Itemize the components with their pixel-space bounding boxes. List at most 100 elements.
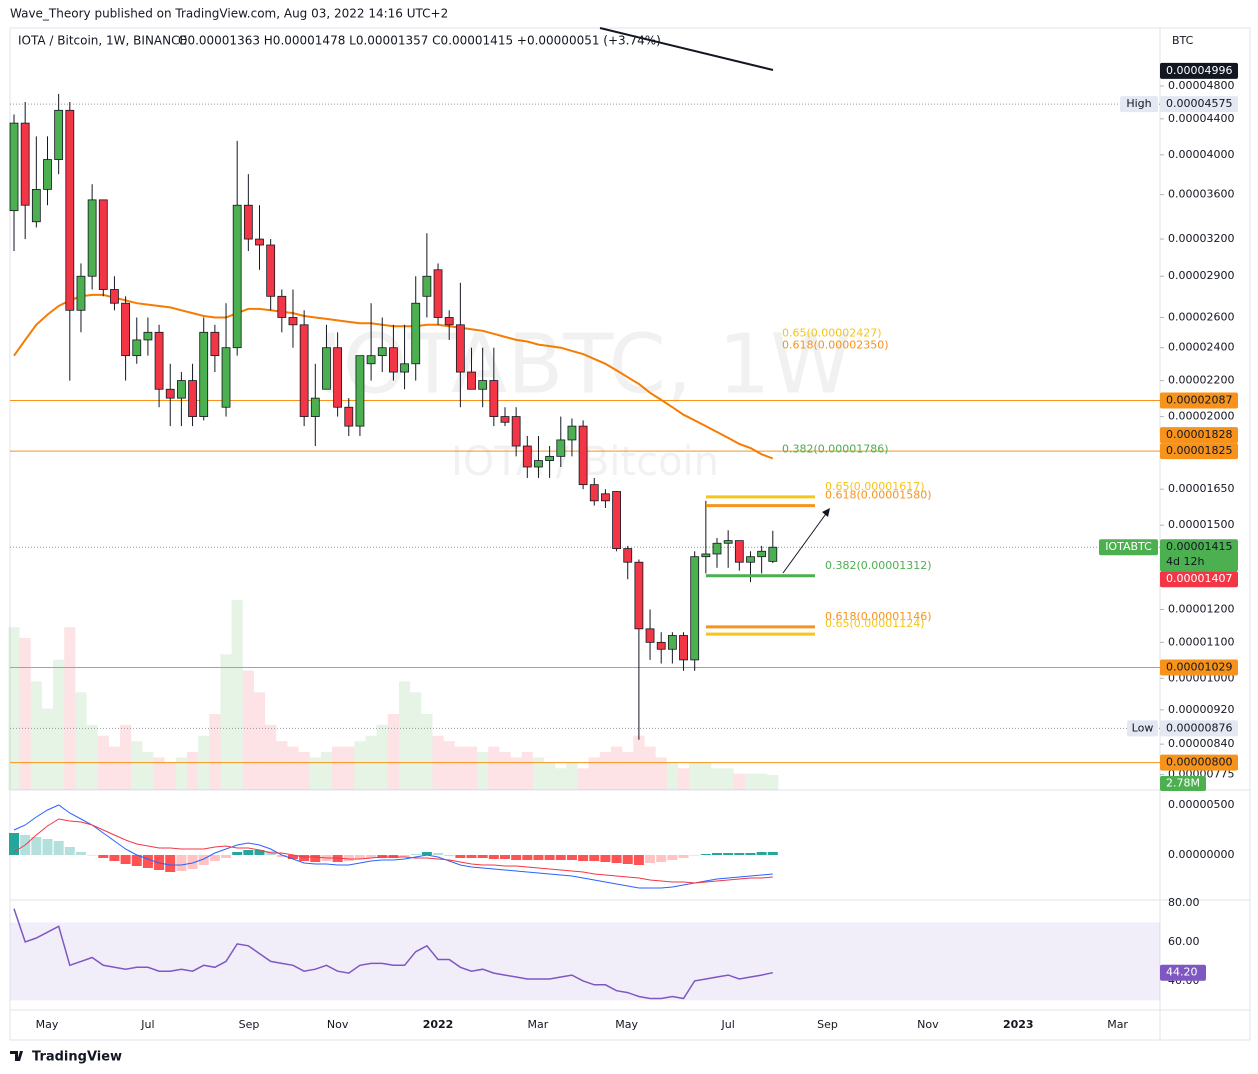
candle-body [110,289,119,304]
volume-bar [733,773,745,790]
candle-body [9,122,19,212]
level-label: 0.00001825 [1166,444,1232,457]
level-label: 0.00004996 [1166,64,1232,77]
rsi-label-box [1160,964,1206,981]
volume-bar [477,752,489,790]
candle-body [411,302,421,365]
candle-body [54,109,64,160]
candle-body [489,380,499,417]
level-tag-box [1127,720,1158,737]
signal-line [13,818,773,884]
y-tick-label: 0.00003200 [1168,232,1234,245]
macd-hist [243,850,254,855]
rsi-band [10,922,1160,1001]
candle-body [768,546,778,562]
fib-label: 0.618(0.00001146) [825,610,932,623]
footer-brand: TradingView [32,1050,122,1065]
candle-body [277,295,287,318]
candle-body [43,159,52,190]
y-tick-label: 0.00001200 [1168,602,1234,615]
volume-bar [30,681,42,790]
x-tick-label: Nov [917,1018,939,1031]
candle-body [467,371,476,390]
macd-hist [254,850,265,855]
candle-body [589,484,599,502]
volume-bar [655,757,667,790]
volume-bar [287,746,299,790]
candle-body [455,324,465,373]
x-tick-label: Sep [239,1018,260,1031]
candle-body [511,416,521,447]
candle-body [20,122,30,206]
y-tick-label: 0.00002200 [1168,374,1234,387]
fib-label: 0.618(0.00002350) [782,339,889,352]
candle-body [623,548,633,563]
logo-mark [10,1051,23,1061]
level-label-box [1160,659,1238,676]
volume-bar [756,773,768,790]
volume-bar [666,762,678,790]
macd-hist [511,855,522,860]
volume-bar [555,768,567,790]
volume-bar [231,600,243,790]
volume-label: 2.78M [1166,777,1200,790]
x-tick-label: 2023 [1003,1018,1034,1031]
candle-body [366,355,376,365]
x-tick-label: Jul [721,1018,735,1031]
macd-hist [645,855,656,863]
logo: TradingView [10,1050,122,1065]
volume-bar [153,757,165,790]
macd-hist [410,854,421,855]
rsi-tick-label: 60.00 [1168,935,1200,948]
volume-bar [164,762,176,790]
volume-bar [398,681,411,790]
candle-body [255,238,264,246]
macd-line [13,804,773,889]
level-label: 0.00001029 [1166,661,1232,674]
candle-body [199,331,209,417]
candle-body [400,363,409,373]
volume-bar [689,762,701,790]
macd-hist [131,855,142,866]
candle-body [121,302,131,357]
level-sub: 4d 12h [1166,555,1204,568]
volume-bar [577,768,589,790]
macd-hist [589,855,600,861]
watermark: IOTABTC, 1W [319,317,852,412]
volume-bar [722,768,734,790]
candle-body [656,641,666,650]
level-label-box [1160,539,1238,572]
level-label-box [1160,571,1238,588]
candle-body [165,388,175,399]
macd-hist [276,855,287,857]
macd-hist [488,855,499,859]
candle-body [679,635,688,661]
macd-hist [689,855,700,856]
volume-bar [298,752,310,790]
macd-hist [678,855,689,858]
volume-bar [421,714,433,790]
volume-bar [8,627,20,790]
rsi-line [13,908,773,1000]
candle-body [500,416,510,423]
x-tick-label: Mar [528,1018,549,1031]
volume-bar [120,724,132,790]
y-tick-label: 0.00004800 [1168,79,1234,92]
macd-hist [712,853,723,855]
macd-hist [142,855,153,868]
macd-hist [544,855,555,860]
level-label-box [1160,754,1238,771]
volume-bar [711,768,723,790]
candle-body [723,540,733,544]
candle-body [288,317,298,326]
macd-hist [600,855,611,862]
macd-hist [533,855,544,860]
macd-hist [120,855,131,864]
volume-bar [454,746,466,790]
volume-bar [465,746,478,790]
macd-tick-label: 0.00000500 [1168,798,1234,811]
volume-bar [354,741,366,790]
macd-hist [522,855,533,860]
macd-hist [633,855,644,865]
macd-hist [187,855,198,869]
